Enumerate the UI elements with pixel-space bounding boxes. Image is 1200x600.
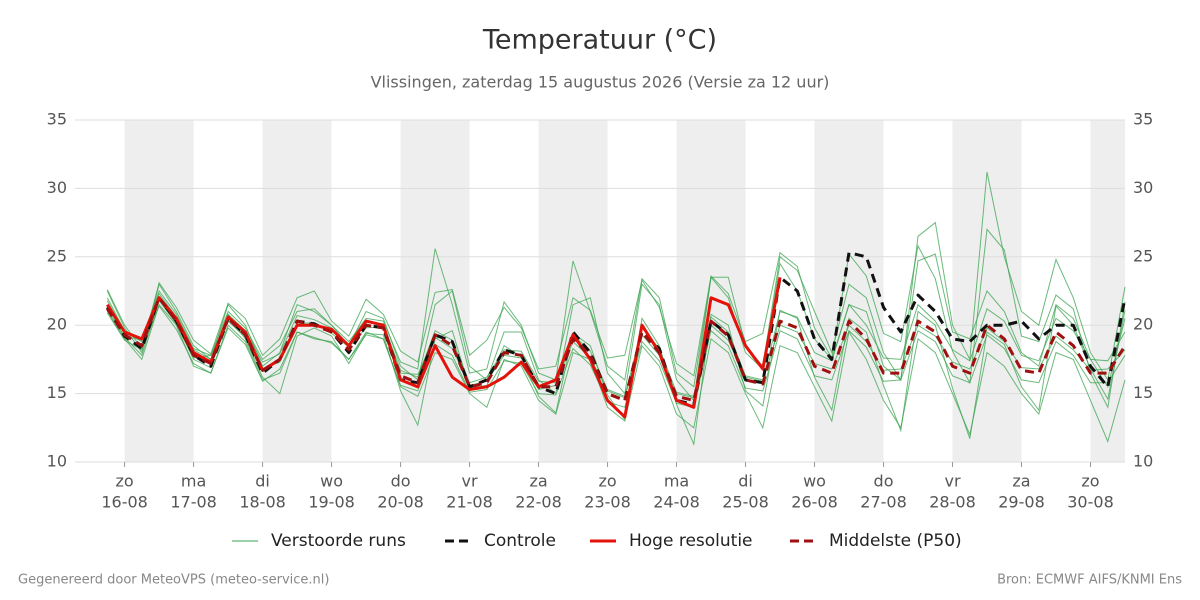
- x-tick-label: di: [255, 472, 270, 491]
- chart-subtitle: Vlissingen, zaterdag 15 augustus 2026 (V…: [371, 73, 830, 92]
- x-tick-label: za: [529, 472, 547, 491]
- x-tick-label-date: 26-08: [791, 493, 838, 512]
- y-tick-label-right: 35: [1133, 110, 1153, 129]
- legend-label: Controle: [484, 531, 556, 551]
- y-tick-label: 35: [47, 110, 67, 129]
- legend-label: Middelste (P50): [829, 531, 962, 551]
- y-tick-label: 25: [47, 246, 67, 265]
- x-tick-label-date: 24-08: [653, 493, 700, 512]
- y-tick-label-right: 20: [1133, 315, 1153, 334]
- footer-left: Gegenereerd door MeteoVPS (meteo-service…: [18, 573, 329, 588]
- x-tick-label-date: 23-08: [584, 493, 631, 512]
- x-tick-label-date: 27-08: [860, 493, 907, 512]
- x-tick-label-date: 25-08: [722, 493, 769, 512]
- series-line: [106, 296, 1127, 402]
- day-shade: [538, 120, 608, 462]
- day-shade: [262, 120, 332, 462]
- y-tick-label-right: 10: [1133, 452, 1153, 471]
- x-tick-label: wo: [320, 472, 343, 491]
- y-tick-label: 30: [47, 178, 67, 197]
- ensemble-line: [106, 304, 1126, 408]
- x-tick-label-date: 20-08: [377, 493, 424, 512]
- x-tick-label: zo: [1081, 472, 1099, 491]
- day-shade: [676, 120, 746, 462]
- x-tick-label-date: 29-08: [998, 493, 1045, 512]
- background-layer: [75, 119, 1125, 467]
- x-tick-label-date: 28-08: [929, 493, 976, 512]
- x-tick-label: za: [1012, 472, 1030, 491]
- y-tick-label: 20: [47, 315, 67, 334]
- x-tick-label: wo: [803, 472, 826, 491]
- ensemble-line: [106, 298, 1126, 399]
- day-shade: [400, 120, 470, 462]
- x-tick-label-date: 16-08: [101, 493, 148, 512]
- legend-label: Hoge resolutie: [629, 531, 753, 551]
- lines-layer: [106, 171, 1127, 447]
- x-tick-label: vr: [462, 472, 478, 491]
- x-tick-label: di: [738, 472, 753, 491]
- x-tick-label: do: [874, 472, 894, 491]
- x-tick-label: ma: [181, 472, 206, 491]
- x-tick-label-date: 30-08: [1067, 493, 1114, 512]
- x-tick-label: zo: [115, 472, 133, 491]
- ensemble-line: [106, 228, 1126, 409]
- x-tick-label-date: 21-08: [446, 493, 493, 512]
- ensemble-line: [106, 292, 1126, 397]
- x-tick-label-date: 18-08: [239, 493, 286, 512]
- ensemble-line: [106, 248, 1126, 389]
- y-tick-label: 10: [47, 452, 67, 471]
- footer-right: Bron: ECMWF AIFS/KNMI Ens: [997, 573, 1182, 588]
- x-tick-label: do: [391, 472, 411, 491]
- y-tick-label-right: 25: [1133, 246, 1153, 265]
- x-tick-label-date: 17-08: [170, 493, 217, 512]
- x-tick-label-date: 19-08: [308, 493, 355, 512]
- x-tick-label: vr: [944, 472, 960, 491]
- legend-label: Verstoorde runs: [271, 531, 406, 551]
- x-tick-label-date: 22-08: [515, 493, 562, 512]
- y-tick-label-right: 30: [1133, 178, 1153, 197]
- day-shade: [814, 120, 884, 462]
- ensemble-line: [106, 303, 1126, 444]
- x-tick-label: ma: [664, 472, 689, 491]
- chart-title: Temperatuur (°C): [482, 25, 717, 56]
- day-shade: [1090, 120, 1125, 462]
- y-tick-label: 15: [47, 383, 67, 402]
- y-tick-label-right: 15: [1133, 383, 1153, 402]
- x-tick-label: zo: [598, 472, 616, 491]
